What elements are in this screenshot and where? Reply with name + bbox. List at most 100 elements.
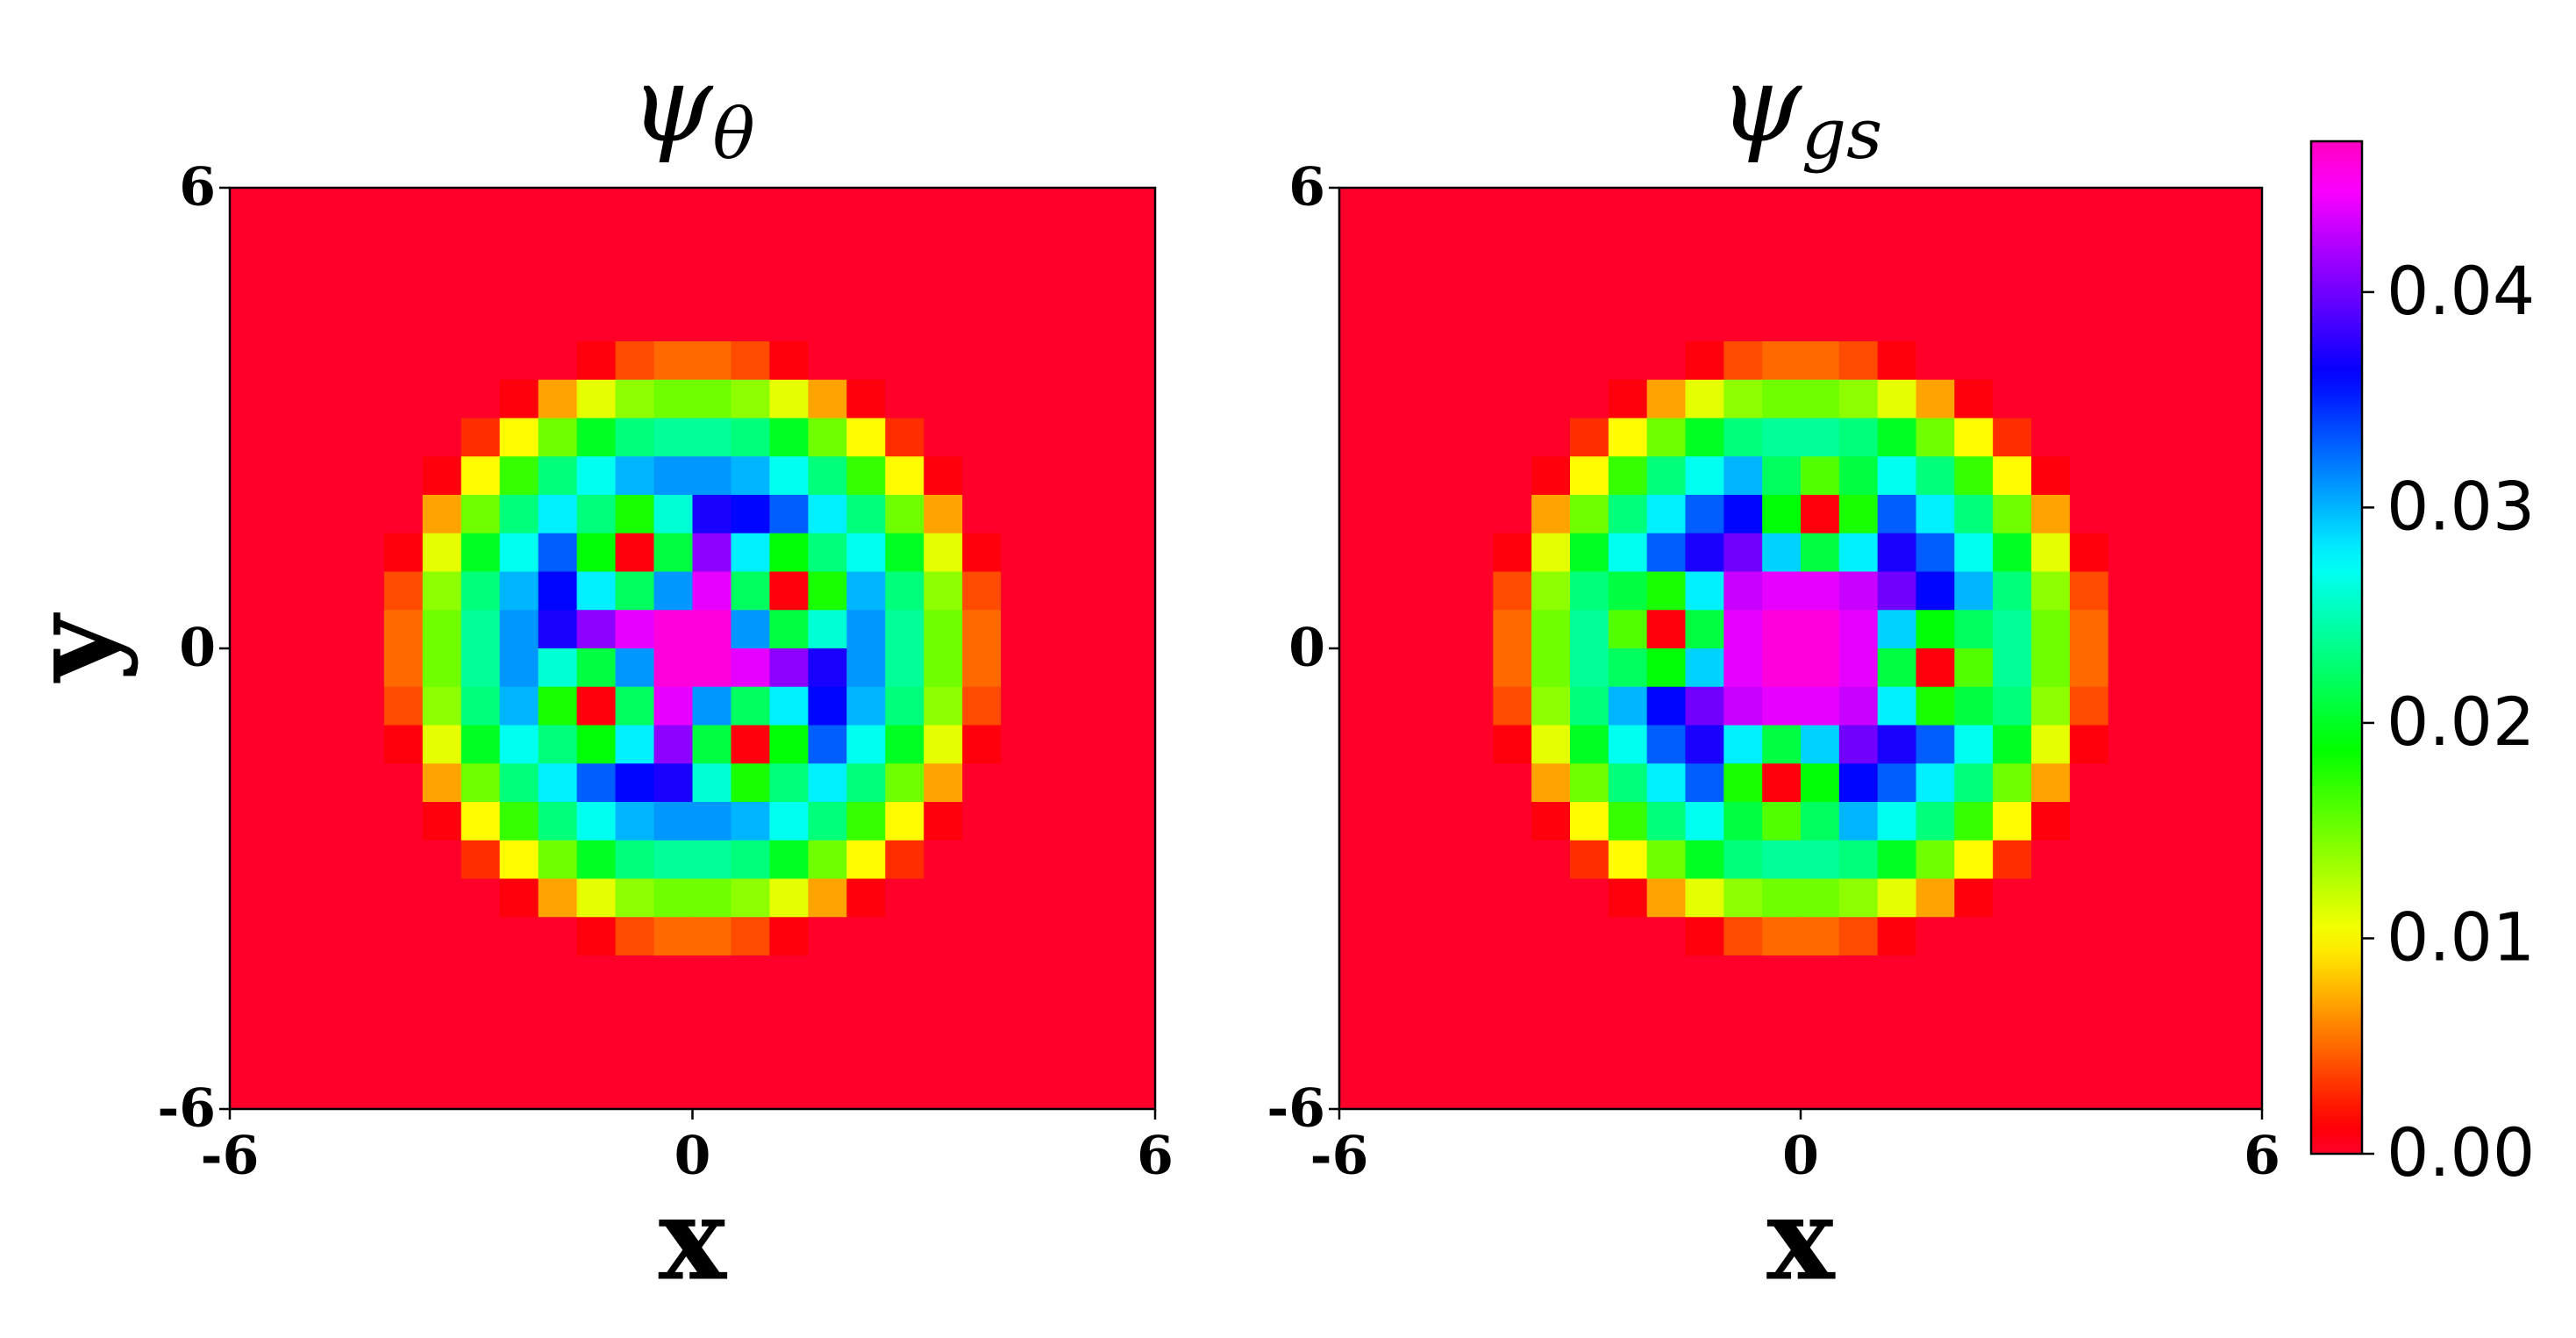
heatmap-cell — [808, 1032, 847, 1071]
heatmap-cell — [2223, 686, 2263, 726]
heatmap-cell — [924, 571, 963, 611]
heatmap-cell — [2146, 917, 2186, 956]
heatmap-cell — [230, 763, 269, 803]
heatmap-cell — [306, 188, 346, 227]
heatmap-cell — [306, 878, 346, 918]
heatmap-cell — [2108, 495, 2148, 534]
heatmap-cell — [1531, 379, 1571, 419]
heatmap-cell — [1762, 418, 1802, 457]
heatmap-cell — [1531, 725, 1571, 764]
heatmap-cell — [2146, 993, 2186, 1034]
heatmap-cell — [1723, 955, 1763, 995]
heatmap-cell — [924, 763, 963, 803]
heatmap-cell — [615, 802, 655, 841]
heatmap-cell — [1454, 225, 1494, 266]
heatmap-cell — [460, 840, 501, 880]
heatmap-cell — [962, 264, 1002, 304]
heatmap-cell — [924, 379, 963, 419]
heatmap-cell — [1493, 802, 1532, 841]
heatmap-cell — [769, 495, 809, 534]
heatmap-cell — [1608, 1070, 1648, 1110]
heatmap-cell — [460, 379, 501, 419]
heatmap-cell — [1916, 763, 1955, 803]
heatmap-cell — [268, 533, 308, 573]
heatmap-cell — [808, 840, 847, 880]
heatmap-cell — [731, 840, 771, 880]
heatmap-cell — [653, 763, 694, 803]
heatmap-cell — [538, 686, 578, 726]
y-tick-label: -6 — [157, 1078, 216, 1140]
heatmap-cell — [1531, 1032, 1571, 1071]
heatmap-cell — [1001, 418, 1040, 457]
heatmap-cell — [1685, 456, 1724, 496]
heatmap-cell — [924, 341, 963, 381]
heatmap-cell — [1954, 1032, 1994, 1071]
heatmap-cell — [1916, 840, 1955, 880]
heatmap-cell — [2031, 993, 2071, 1034]
heatmap-cell — [1723, 802, 1763, 841]
heatmap-cell — [1608, 686, 1648, 726]
heatmap-cell — [1685, 802, 1724, 841]
heatmap-cell — [962, 341, 1002, 381]
heatmap-cell — [1493, 1070, 1532, 1110]
heatmap-cell — [2185, 533, 2224, 573]
heatmap-cell — [731, 993, 771, 1034]
heatmap-cell — [692, 993, 732, 1034]
heatmap-cell — [692, 456, 732, 496]
heatmap-cell — [846, 648, 886, 688]
heatmap-cell — [846, 840, 886, 880]
heatmap-cell — [460, 917, 501, 956]
heatmap-cell — [268, 840, 308, 880]
heatmap-cell — [885, 648, 924, 688]
heatmap-cell — [2185, 379, 2224, 419]
heatmap-cell — [1416, 917, 1456, 956]
heatmap-cell — [1039, 418, 1079, 457]
heatmap-cell — [1762, 495, 1802, 534]
heatmap-cell — [1001, 264, 1040, 304]
heatmap-cell — [1117, 533, 1156, 573]
heatmap-cell — [2146, 341, 2186, 381]
heatmap-cell — [1078, 1070, 1117, 1110]
heatmap-cell — [808, 878, 847, 918]
heatmap-cell — [1877, 225, 1917, 266]
heatmap-cell — [230, 686, 269, 726]
heatmap-cell — [1801, 686, 1840, 726]
heatmap-cell — [1646, 917, 1687, 956]
heatmap-cell — [1570, 341, 1609, 381]
heatmap-cell — [1762, 571, 1802, 611]
heatmap-cell — [576, 763, 617, 803]
heatmap-cell — [1954, 341, 1994, 381]
heatmap-cell — [383, 840, 424, 880]
heatmap-cell — [731, 418, 771, 457]
heatmap-cell — [306, 341, 346, 381]
heatmap-cell — [924, 686, 963, 726]
heatmap-cell — [499, 1032, 539, 1071]
heatmap-cell — [2108, 763, 2148, 803]
heatmap-cell — [1954, 571, 1994, 611]
heatmap-cell — [383, 533, 424, 573]
heatmap-cell — [1377, 840, 1417, 880]
heatmap-cell — [499, 648, 539, 688]
heatmap-cell — [1916, 225, 1955, 266]
heatmap-cell — [1039, 188, 1079, 227]
heatmap-cell — [1493, 264, 1532, 304]
heatmap-cell — [1685, 725, 1724, 764]
heatmap-cell — [499, 917, 539, 956]
heatmap-cell — [692, 533, 732, 573]
heatmap-cell — [2069, 878, 2109, 918]
heatmap-cell — [1993, 225, 2032, 266]
heatmap-cell — [576, 456, 617, 496]
heatmap-cell — [538, 1070, 578, 1110]
heatmap-cell — [576, 1070, 617, 1110]
heatmap-cell — [1877, 802, 1917, 841]
heatmap-cell — [962, 686, 1002, 726]
heatmap-cell — [1377, 188, 1417, 227]
heatmap-cell — [1117, 648, 1156, 688]
heatmap-cell — [962, 303, 1002, 342]
heatmap-cell — [1685, 495, 1724, 534]
heatmap-cell — [1377, 917, 1417, 956]
heatmap-cell — [653, 188, 694, 227]
heatmap-cell — [2031, 1032, 2071, 1071]
heatmap-cell — [2031, 878, 2071, 918]
heatmap-cell — [422, 648, 462, 688]
